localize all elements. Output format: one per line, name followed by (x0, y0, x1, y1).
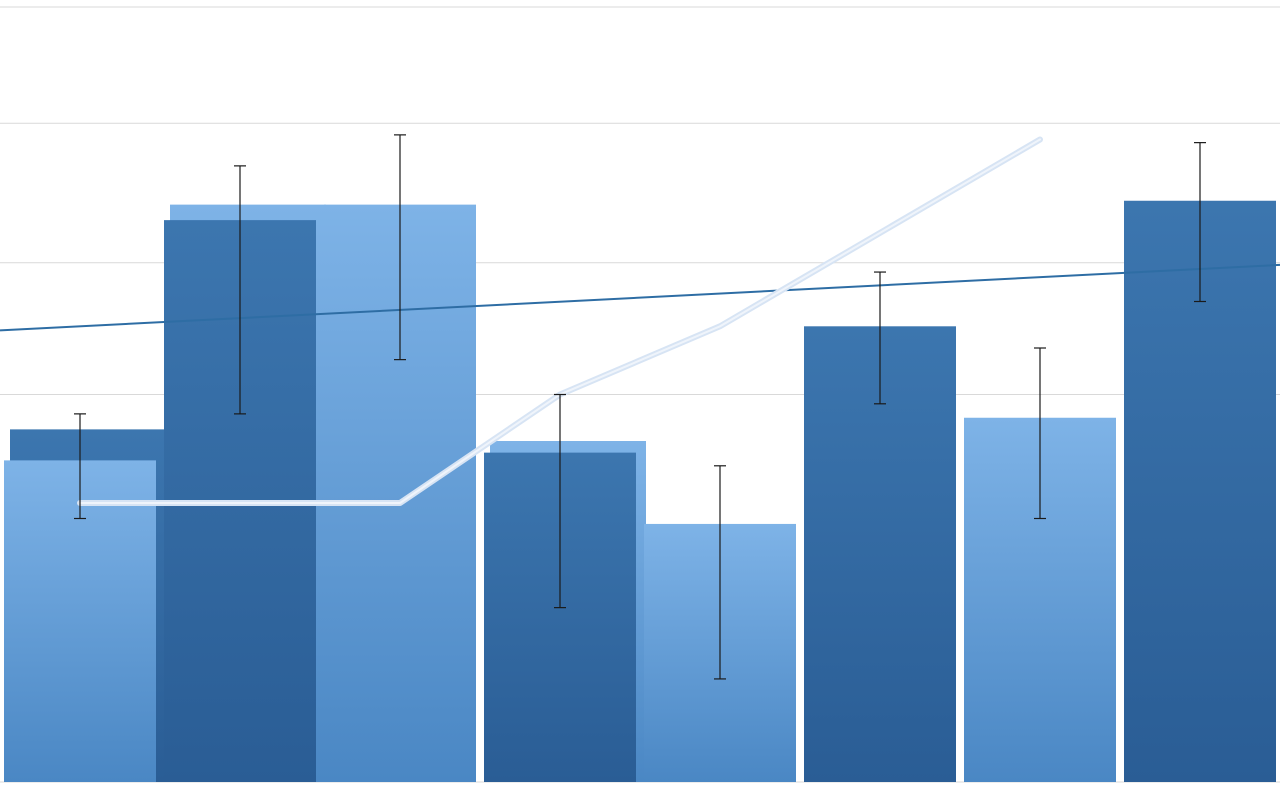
combo-chart (0, 0, 1280, 785)
